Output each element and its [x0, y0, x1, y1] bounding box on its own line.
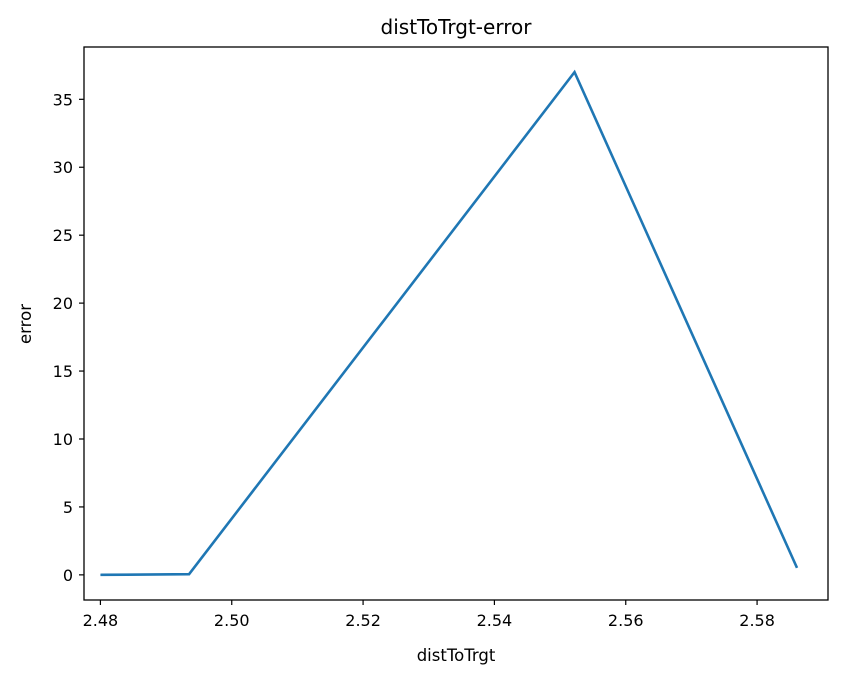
y-tick-label: 35 — [53, 90, 73, 109]
x-tick-label: 2.48 — [83, 611, 119, 630]
x-tick-label: 2.50 — [214, 611, 250, 630]
y-tick-label: 15 — [53, 362, 73, 381]
y-tick-label: 20 — [53, 294, 73, 313]
y-tick-label: 30 — [53, 158, 73, 177]
x-axis-label: distToTrgt — [417, 646, 496, 665]
y-tick-label: 0 — [63, 566, 73, 585]
y-axis-label: error — [16, 304, 35, 344]
y-tick-label: 10 — [53, 430, 73, 449]
y-axis-ticks: 0 5 10 15 20 25 30 35 — [53, 90, 84, 585]
y-tick-label: 25 — [53, 226, 73, 245]
x-tick-label: 2.54 — [477, 611, 513, 630]
series-group — [100, 69, 799, 577]
series-line-error — [100, 69, 799, 577]
x-axis-ticks: 2.48 2.50 2.52 2.54 2.56 2.58 — [83, 600, 775, 630]
x-tick-label: 2.56 — [608, 611, 644, 630]
chart-title: distToTrgt-error — [381, 15, 533, 39]
x-tick-label: 2.58 — [739, 611, 775, 630]
x-tick-label: 2.52 — [345, 611, 381, 630]
y-tick-label: 5 — [63, 498, 73, 517]
plot-frame — [83, 46, 829, 601]
